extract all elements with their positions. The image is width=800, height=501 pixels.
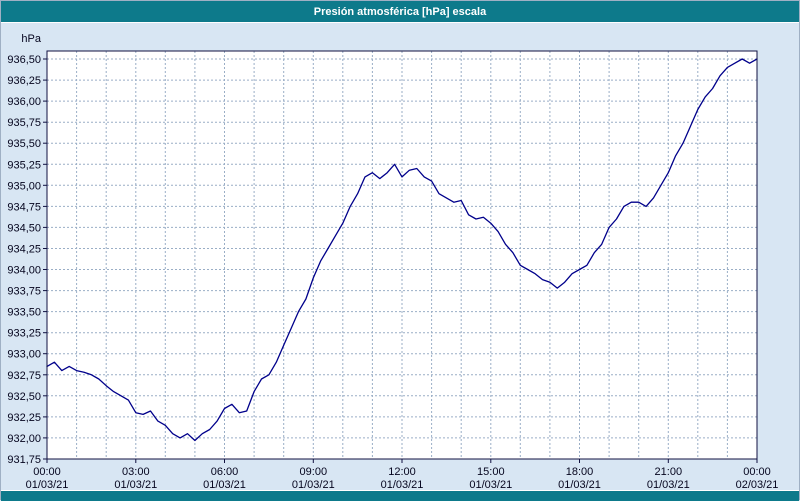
y-tick-label: 932,25 — [7, 412, 41, 424]
y-tick-label: 933,50 — [7, 307, 41, 319]
axis-ticks — [43, 58, 758, 463]
y-tick-label: 936,50 — [7, 54, 41, 66]
x-tick-date-label: 01/03/21 — [292, 479, 335, 490]
x-tick-date-label: 01/03/21 — [26, 479, 69, 490]
x-axis-labels: 00:0001/03/2103:0001/03/2106:0001/03/210… — [26, 466, 779, 490]
x-tick-time-label: 21:00 — [655, 466, 683, 478]
pressure-series-line — [46, 58, 758, 442]
chart-area: 936,50 936,25 936,00 935,75 935,50 935,25 935,… — [1, 23, 799, 490]
y-tick-label: 934,25 — [7, 244, 41, 256]
x-tick-date-label: 01/03/21 — [647, 479, 690, 490]
pressure-line-chart: 936,50 936,25 936,00 935,75 935,50 935,25 935,… — [7, 33, 779, 490]
y-tick-label: 936,25 — [7, 75, 41, 87]
y-tick-label: 934,50 — [7, 222, 41, 234]
x-tick-time-label: 03:00 — [122, 466, 150, 478]
x-tick-time-label: 06:00 — [211, 466, 239, 478]
x-tick-date-label: 01/03/21 — [381, 479, 424, 490]
y-tick-label: 933,75 — [7, 286, 41, 298]
title-bar: Presión atmosférica [hPa] escala — [1, 1, 799, 23]
y-tick-label: 934,00 — [7, 265, 41, 277]
y-tick-label: 932,50 — [7, 391, 41, 403]
x-tick-date-label: 02/03/21 — [736, 479, 779, 490]
y-axis-labels: 936,50 936,25 936,00 935,75 935,50 935,25 935,… — [7, 33, 42, 466]
plot-border — [46, 50, 758, 460]
x-tick-date-label: 01/03/21 — [114, 479, 157, 490]
x-tick-time-label: 00:00 — [743, 466, 771, 478]
x-tick-time-label: 12:00 — [388, 466, 416, 478]
x-tick-time-label: 18:00 — [566, 466, 594, 478]
y-tick-label: 935,75 — [7, 117, 41, 129]
x-tick-time-label: 09:00 — [300, 466, 328, 478]
y-tick-label: 933,00 — [7, 349, 41, 361]
y-tick-label: 936,00 — [7, 96, 41, 108]
y-tick-label: 932,75 — [7, 370, 41, 382]
x-tick-time-label: 15:00 — [477, 466, 505, 478]
y-tick-label: 934,75 — [7, 201, 41, 213]
y-tick-label: 931,75 — [7, 454, 41, 466]
gridlines — [46, 51, 758, 460]
x-tick-date-label: 01/03/21 — [469, 479, 512, 490]
y-tick-label: 935,50 — [7, 138, 41, 150]
bottom-bar — [1, 490, 799, 501]
page-title: Presión atmosférica [hPa] escala — [313, 5, 487, 18]
x-tick-date-label: 01/03/21 — [558, 479, 601, 490]
y-tick-label: 935,25 — [7, 159, 41, 171]
x-tick-date-label: 01/03/21 — [203, 479, 246, 490]
y-tick-label: 935,00 — [7, 180, 41, 192]
y-tick-label: 932,00 — [7, 433, 41, 445]
y-axis-unit-label: hPa — [21, 33, 41, 45]
x-tick-time-label: 00:00 — [33, 466, 61, 478]
y-tick-label: 933,25 — [7, 328, 41, 340]
